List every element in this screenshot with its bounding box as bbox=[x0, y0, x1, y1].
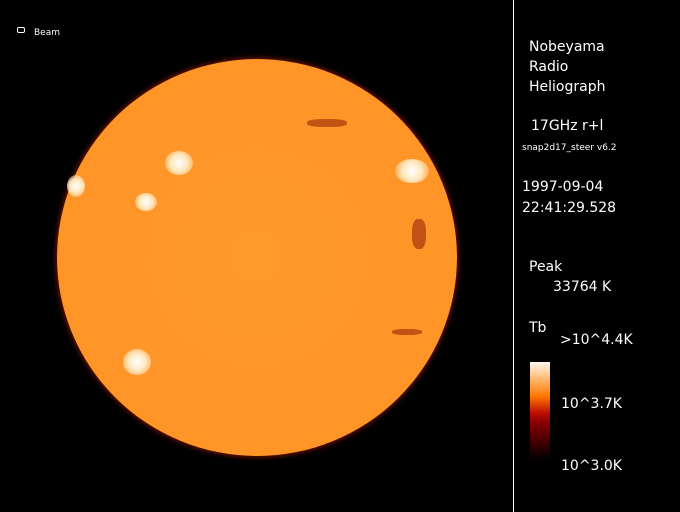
observatory-line-1: Nobeyama bbox=[529, 39, 605, 55]
beam-label: Beam bbox=[34, 28, 60, 38]
observatory-line-2: Radio bbox=[529, 59, 569, 75]
bright-region bbox=[67, 175, 85, 197]
bright-region bbox=[395, 159, 429, 183]
peak-value: 33764 K bbox=[553, 279, 612, 295]
software-label: snap2d17_steer v6.2 bbox=[522, 143, 617, 153]
bright-region bbox=[135, 193, 157, 211]
beam-ellipse-icon bbox=[17, 27, 25, 33]
frequency-label: 17GHz r+l bbox=[531, 118, 604, 134]
colorbar-max-label: >10^4.4K bbox=[560, 332, 633, 348]
time-label: 22:41:29.528 bbox=[522, 200, 617, 216]
colorbar bbox=[530, 362, 550, 459]
colorbar-mid-label: 10^3.7K bbox=[561, 396, 622, 412]
tb-label: Tb bbox=[529, 320, 547, 336]
dark-region bbox=[392, 329, 422, 335]
date-label: 1997-09-04 bbox=[522, 179, 604, 195]
observatory-line-3: Heliograph bbox=[529, 79, 606, 95]
dark-region bbox=[412, 219, 426, 249]
colorbar-min-label: 10^3.0K bbox=[561, 458, 622, 474]
bright-region bbox=[165, 151, 193, 175]
solar-disk-image bbox=[57, 59, 457, 456]
peak-label: Peak bbox=[529, 259, 563, 275]
dark-region bbox=[307, 119, 347, 127]
bright-region bbox=[123, 349, 151, 375]
panel-divider bbox=[513, 0, 514, 512]
